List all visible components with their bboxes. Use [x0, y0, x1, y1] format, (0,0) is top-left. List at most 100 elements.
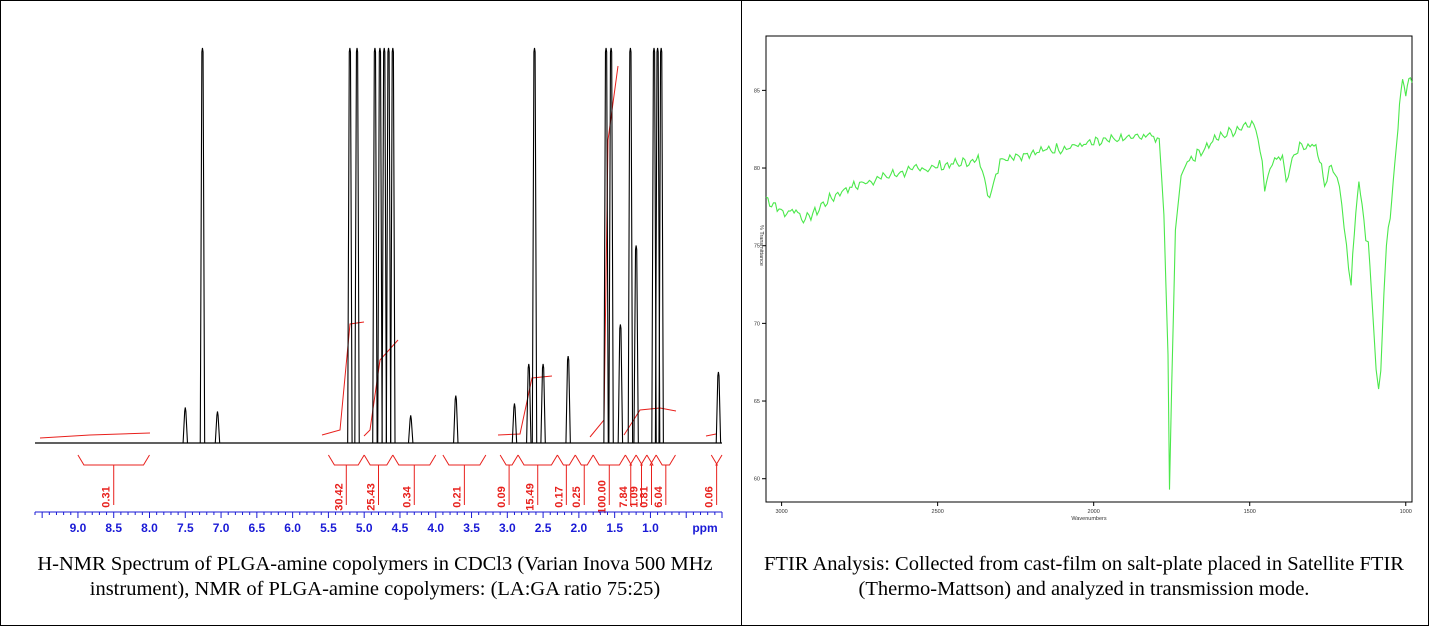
ftir-x-tick-label: 2500 — [932, 509, 944, 515]
nmr-tick-label: 2.0 — [571, 521, 588, 535]
nmr-integral-curve-2 — [363, 339, 399, 437]
nmr-integral-bracket-6 — [517, 454, 558, 466]
nmr-integral-label-3: 0.34 — [401, 485, 413, 507]
nmr-spectrum-group — [35, 47, 722, 444]
ftir-y-tick-label: 70 — [754, 321, 760, 327]
nmr-integral-group: 0.31 30.42 25.43 0.34 0.21 0.09 15.49 0.17 0.25 1… — [39, 65, 723, 514]
nmr-integral-label-10: 7.84 — [618, 485, 630, 507]
nmr-peak-3 — [347, 47, 353, 444]
nmr-peak-11 — [453, 395, 459, 444]
nmr-peak-18 — [608, 47, 614, 444]
nmr-tick-label: 8.0 — [141, 521, 158, 535]
ftir-spectrum-line — [765, 77, 1413, 490]
nmr-peak-2 — [214, 411, 221, 444]
nmr-tick-label: 7.5 — [177, 521, 194, 535]
nmr-tick-label: 4.0 — [427, 521, 444, 535]
nmr-integral-bracket-0 — [77, 454, 150, 466]
nmr-integral-curve-4 — [589, 65, 619, 438]
nmr-peak-9 — [390, 47, 396, 444]
ftir-y-tick-label: 80 — [754, 166, 760, 172]
ftir-y-axis-label: % Transmittance — [758, 225, 764, 266]
nmr-integral-label-14: 0.06 — [704, 486, 716, 507]
panel-divider — [741, 0, 742, 626]
ftir-y-tick-label: 85 — [754, 88, 760, 94]
nmr-integral-label-1: 30.42 — [333, 483, 345, 511]
ftir-axes-group: 3000 2500 2000 1500 1000 60 65 70 75 80 85 Wavenumb… — [754, 35, 1413, 522]
nmr-peak-0 — [182, 407, 189, 444]
ftir-caption: FTIR Analysis: Collected from cast-film … — [764, 553, 1404, 600]
nmr-integral-bracket-1 — [327, 454, 365, 466]
nmr-tick-label: 3.0 — [499, 521, 516, 535]
nmr-integral-label-5: 0.09 — [496, 486, 508, 507]
nmr-peak-10 — [407, 415, 414, 444]
nmr-tick-label: 1.5 — [606, 521, 623, 535]
nmr-integral-curve-0 — [39, 432, 151, 439]
nmr-peak-16 — [565, 356, 571, 444]
nmr-peak-21 — [633, 245, 639, 444]
nmr-tick-label: 1.0 — [642, 521, 659, 535]
ftir-y-tick-label: 60 — [754, 477, 760, 483]
nmr-integral-bracket-7 — [556, 454, 576, 466]
ftir-chart: 3000 2500 2000 1500 1000 60 65 70 75 80 85 Wavenumb… — [754, 35, 1413, 522]
nmr-peak-24 — [658, 47, 664, 444]
nmr-peak-17 — [603, 47, 609, 444]
nmr-peak-25 — [715, 371, 722, 444]
nmr-integral-curve-5 — [623, 407, 677, 436]
nmr-tick-label: 6.5 — [249, 521, 266, 535]
nmr-tick-label: 3.5 — [463, 521, 480, 535]
nmr-integral-bracket-9 — [592, 454, 626, 466]
nmr-integral-label-13: 6.04 — [653, 485, 665, 507]
nmr-tick-label: 9.0 — [70, 521, 87, 535]
nmr-integral-label-12: 0.81 — [639, 486, 651, 507]
nmr-peak-1 — [199, 47, 206, 444]
ftir-x-tick-label: 1500 — [1244, 509, 1256, 515]
nmr-peak-8 — [385, 47, 392, 444]
nmr-peak-14 — [531, 47, 538, 444]
nmr-tick-label: 4.5 — [392, 521, 409, 535]
nmr-tick-label: 6.0 — [284, 521, 301, 535]
nmr-x-axis-label: ppm — [692, 521, 717, 535]
nmr-peak-5 — [372, 47, 378, 444]
nmr-integral-bracket-14 — [710, 454, 723, 466]
nmr-tick-label: 5.5 — [320, 521, 337, 535]
nmr-peak-4 — [354, 47, 360, 444]
nmr-caption: H-NMR Spectrum of PLGA-amine copolymers … — [37, 553, 713, 600]
nmr-integral-label-0: 0.31 — [101, 486, 113, 507]
ftir-plot-frame — [765, 35, 1413, 503]
nmr-x-axis: 9.0 8.5 8.0 7.5 7.0 6.5 6.0 5.5 5.0 4.5 4.0 3.5 3.0 2… — [34, 511, 723, 535]
nmr-peak-20 — [627, 47, 634, 444]
nmr-integral-label-2: 25.43 — [366, 483, 378, 511]
nmr-tick-label: 2.5 — [535, 521, 552, 535]
ftir-y-tick-label: 65 — [754, 399, 760, 405]
nmr-integral-bracket-13 — [655, 454, 676, 466]
nmr-integral-curve-1 — [321, 321, 365, 436]
nmr-peak-12 — [511, 403, 518, 444]
nmr-integral-bracket-12 — [646, 454, 657, 466]
ftir-x-tick-label: 3000 — [775, 509, 787, 515]
nmr-peak-22 — [651, 47, 657, 444]
nmr-chart: 0.31 30.42 25.43 0.34 0.21 0.09 15.49 0.17 0.25 1… — [34, 47, 723, 535]
nmr-integral-label-6: 15.49 — [525, 483, 537, 511]
nmr-peak-23 — [654, 47, 661, 444]
nmr-integral-bracket-5 — [499, 454, 519, 466]
ftir-x-tick-label: 1000 — [1400, 509, 1412, 515]
nmr-tick-label: 7.0 — [213, 521, 230, 535]
nmr-integral-curve-6 — [705, 433, 717, 437]
ftir-spectrum-group — [765, 77, 1413, 490]
nmr-integral-label-4: 0.21 — [451, 486, 463, 507]
ftir-x-axis-label: Wavenumbers — [1071, 516, 1107, 522]
nmr-tick-label: 5.0 — [356, 521, 373, 535]
nmr-peak-19 — [617, 324, 624, 444]
nmr-integral-label-7: 0.17 — [553, 486, 565, 507]
nmr-peak-6 — [377, 47, 383, 444]
nmr-peak-13 — [526, 363, 532, 444]
nmr-integral-bracket-2 — [363, 454, 394, 466]
nmr-integral-bracket-10 — [624, 454, 637, 466]
nmr-integral-bracket-4 — [442, 454, 487, 466]
ftir-y-tick-label: 75 — [754, 244, 760, 250]
nmr-integral-bracket-8 — [574, 454, 594, 466]
nmr-peak-15 — [540, 363, 546, 444]
nmr-integral-label-11: 1.09 — [628, 486, 640, 507]
nmr-integral-label-9: 100.00 — [596, 480, 608, 514]
nmr-integral-bracket-11 — [635, 454, 648, 466]
